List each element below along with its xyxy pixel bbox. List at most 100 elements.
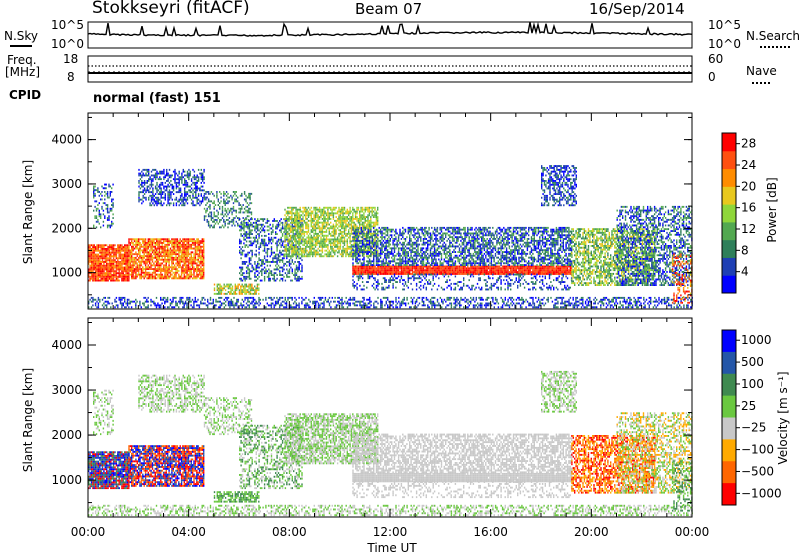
cell xyxy=(282,261,283,263)
cell xyxy=(240,280,241,282)
cell xyxy=(369,271,370,273)
cell xyxy=(257,287,258,289)
cell xyxy=(311,239,312,241)
cell xyxy=(308,216,309,218)
cell xyxy=(286,265,287,267)
cell xyxy=(369,227,370,229)
cell xyxy=(194,171,195,173)
cell xyxy=(120,257,121,259)
cell xyxy=(193,238,194,240)
cell xyxy=(92,280,93,282)
cell xyxy=(295,229,296,231)
cell xyxy=(123,255,124,257)
cell xyxy=(299,261,300,263)
cell xyxy=(112,252,113,254)
cell xyxy=(202,270,203,272)
cell xyxy=(101,186,102,188)
cell xyxy=(410,267,411,269)
cell xyxy=(123,270,124,272)
cell xyxy=(268,242,269,244)
cell xyxy=(120,254,121,256)
cell xyxy=(207,221,208,223)
cell xyxy=(200,251,201,253)
cell xyxy=(163,261,164,263)
cell xyxy=(183,201,184,203)
cell xyxy=(338,216,339,218)
cell xyxy=(341,224,342,226)
cell xyxy=(127,270,128,272)
cell xyxy=(295,209,296,211)
cell xyxy=(225,204,226,206)
cell xyxy=(117,267,118,269)
cell xyxy=(370,271,371,273)
cell xyxy=(275,233,276,235)
cell xyxy=(116,252,117,254)
cell xyxy=(279,274,280,276)
cell xyxy=(233,208,234,210)
cell xyxy=(319,227,320,229)
cell xyxy=(113,263,114,265)
cell xyxy=(326,246,327,248)
cell xyxy=(253,269,254,271)
cell xyxy=(192,193,193,195)
cell xyxy=(112,199,113,201)
cell xyxy=(240,195,241,197)
cell xyxy=(159,240,160,242)
cell xyxy=(329,250,330,252)
cell xyxy=(322,250,323,252)
cell xyxy=(124,276,125,278)
cell xyxy=(299,278,300,280)
cell xyxy=(235,287,236,289)
cell xyxy=(155,272,156,274)
cell xyxy=(169,169,170,171)
cell xyxy=(150,244,151,246)
cell xyxy=(323,207,324,209)
cell xyxy=(298,216,299,218)
cell xyxy=(128,255,129,257)
cell xyxy=(156,263,157,265)
cell xyxy=(383,269,384,271)
cell xyxy=(91,244,92,246)
cell xyxy=(322,246,323,248)
cell xyxy=(359,214,360,216)
cell xyxy=(190,197,191,199)
cell xyxy=(356,207,357,209)
cell xyxy=(167,246,168,248)
cell xyxy=(229,210,230,212)
cell xyxy=(324,250,325,252)
cell xyxy=(282,267,283,269)
cell xyxy=(199,274,200,276)
cell xyxy=(308,240,309,242)
cell xyxy=(345,252,346,254)
cell xyxy=(218,199,219,201)
cell xyxy=(331,248,332,250)
cell xyxy=(199,268,200,270)
cell xyxy=(196,277,197,279)
cell xyxy=(285,263,286,265)
cell xyxy=(313,224,314,226)
cell xyxy=(89,276,90,278)
cell xyxy=(297,278,298,280)
cell xyxy=(161,171,162,173)
cell xyxy=(351,224,352,226)
cell xyxy=(306,250,307,252)
cell xyxy=(101,263,102,265)
cell xyxy=(291,209,292,211)
cell xyxy=(107,225,108,227)
cell xyxy=(190,189,191,191)
cell xyxy=(127,265,128,267)
cell xyxy=(176,191,177,193)
cell xyxy=(261,263,262,265)
cell xyxy=(305,207,306,209)
cell xyxy=(252,267,253,269)
cell xyxy=(355,224,356,226)
cell xyxy=(295,244,296,246)
cell xyxy=(223,193,224,195)
cell xyxy=(119,250,120,252)
cell xyxy=(177,242,178,244)
cell xyxy=(157,240,158,242)
cell xyxy=(348,218,349,220)
cell xyxy=(173,188,174,190)
cell xyxy=(142,240,143,242)
cell xyxy=(327,220,328,222)
